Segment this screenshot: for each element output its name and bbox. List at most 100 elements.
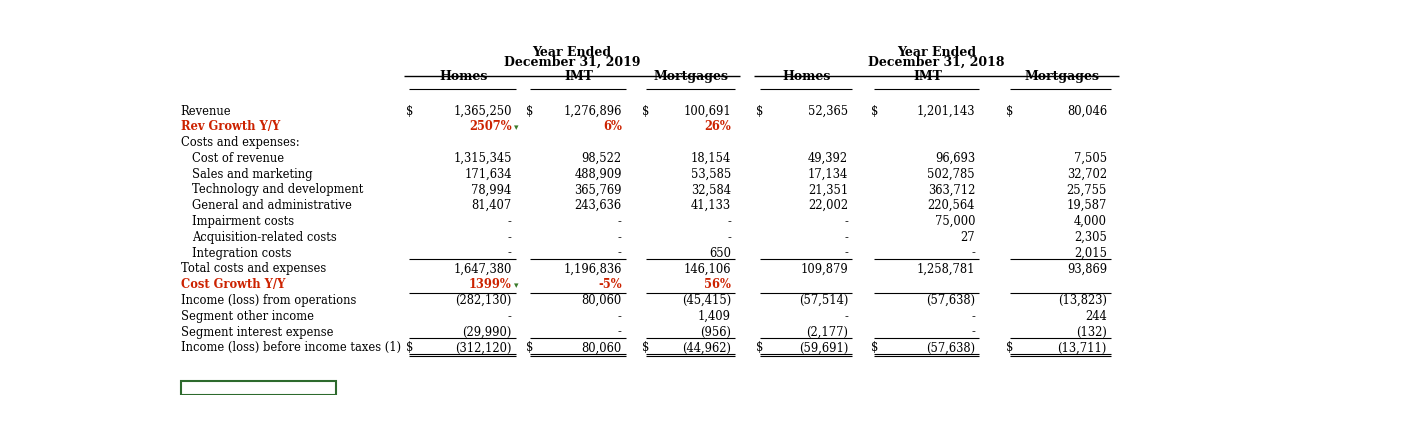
Text: 96,693: 96,693 — [935, 152, 975, 165]
Text: 100,691: 100,691 — [683, 104, 732, 118]
Text: -: - — [618, 325, 621, 338]
Text: -: - — [727, 231, 732, 244]
Text: $: $ — [642, 341, 649, 354]
Text: -: - — [845, 310, 848, 323]
Text: 80,060: 80,060 — [582, 341, 621, 354]
Text: December 31, 2019: December 31, 2019 — [504, 56, 641, 69]
Text: (132): (132) — [1075, 325, 1107, 338]
Text: (956): (956) — [700, 325, 732, 338]
Text: 488,909: 488,909 — [574, 168, 621, 181]
Text: Mortgages: Mortgages — [654, 70, 729, 83]
Text: (57,638): (57,638) — [925, 294, 975, 307]
Text: 56%: 56% — [705, 278, 732, 291]
Text: 650: 650 — [709, 246, 732, 260]
Text: 78,994: 78,994 — [471, 183, 512, 196]
Text: Year Ended: Year Ended — [897, 47, 976, 59]
Text: -: - — [508, 310, 512, 323]
Text: (282,130): (282,130) — [456, 294, 512, 307]
Text: Revenue: Revenue — [181, 104, 232, 118]
Text: 7,505: 7,505 — [1074, 152, 1107, 165]
Text: 19,587: 19,587 — [1067, 199, 1107, 212]
Text: 80,060: 80,060 — [582, 294, 621, 307]
Text: 363,712: 363,712 — [928, 183, 975, 196]
Text: 1,276,896: 1,276,896 — [563, 104, 621, 118]
Text: Rev Growth Y/Y: Rev Growth Y/Y — [181, 120, 280, 133]
Text: Income (loss) before income taxes (1): Income (loss) before income taxes (1) — [181, 341, 400, 354]
Text: December 31, 2018: December 31, 2018 — [869, 56, 1005, 69]
Text: 2,015: 2,015 — [1074, 246, 1107, 260]
Text: -: - — [971, 246, 975, 260]
Text: -: - — [845, 231, 848, 244]
Text: Homes: Homes — [440, 70, 488, 83]
Text: Costs and expenses:: Costs and expenses: — [181, 136, 300, 149]
Text: 109,879: 109,879 — [801, 262, 848, 275]
Text: 365,769: 365,769 — [574, 183, 621, 196]
Text: Impairment costs: Impairment costs — [192, 215, 294, 228]
Text: $: $ — [870, 104, 879, 118]
Text: (57,638): (57,638) — [925, 341, 975, 354]
Text: (13,711): (13,711) — [1057, 341, 1107, 354]
Text: 27: 27 — [961, 231, 975, 244]
Text: 171,634: 171,634 — [464, 168, 512, 181]
Text: 1,196,836: 1,196,836 — [563, 262, 621, 275]
Text: 53,585: 53,585 — [691, 168, 732, 181]
Text: -: - — [618, 246, 621, 260]
Text: 21,351: 21,351 — [808, 183, 848, 196]
Text: -5%: -5% — [599, 278, 621, 291]
Text: ▾: ▾ — [514, 123, 518, 132]
Text: 1,315,345: 1,315,345 — [453, 152, 512, 165]
Text: 1399%: 1399% — [468, 278, 512, 291]
Text: Integration costs: Integration costs — [192, 246, 291, 260]
Text: -: - — [508, 246, 512, 260]
Text: Sales and marketing: Sales and marketing — [192, 168, 313, 181]
Text: (29,990): (29,990) — [463, 325, 512, 338]
Text: 6%: 6% — [603, 120, 621, 133]
Text: 93,869: 93,869 — [1067, 262, 1107, 275]
Text: 32,702: 32,702 — [1067, 168, 1107, 181]
Text: 1,409: 1,409 — [698, 310, 732, 323]
Text: Segment interest expense: Segment interest expense — [181, 325, 334, 338]
Text: $: $ — [1006, 104, 1015, 118]
Text: -: - — [508, 231, 512, 244]
Text: 25,755: 25,755 — [1067, 183, 1107, 196]
Text: (312,120): (312,120) — [456, 341, 512, 354]
Text: 244: 244 — [1085, 310, 1107, 323]
Text: 2507%: 2507% — [468, 120, 512, 133]
Text: 1,201,143: 1,201,143 — [917, 104, 975, 118]
Text: Year Ended: Year Ended — [532, 47, 611, 59]
Text: 81,407: 81,407 — [471, 199, 512, 212]
Text: Segment other income: Segment other income — [181, 310, 314, 323]
Text: $: $ — [870, 341, 879, 354]
Text: $: $ — [406, 104, 413, 118]
Text: -: - — [845, 215, 848, 228]
Text: 220,564: 220,564 — [928, 199, 975, 212]
Text: 26%: 26% — [705, 120, 732, 133]
Text: (44,962): (44,962) — [682, 341, 732, 354]
Text: 1,258,781: 1,258,781 — [917, 262, 975, 275]
Text: Technology and development: Technology and development — [192, 183, 364, 196]
Text: $: $ — [526, 341, 533, 354]
Text: 502,785: 502,785 — [927, 168, 975, 181]
Text: -: - — [508, 215, 512, 228]
Text: IMT: IMT — [565, 70, 593, 83]
Text: 18,154: 18,154 — [691, 152, 732, 165]
Text: 17,134: 17,134 — [808, 168, 848, 181]
Text: 41,133: 41,133 — [691, 199, 732, 212]
Text: $: $ — [526, 104, 533, 118]
Text: -: - — [971, 310, 975, 323]
Text: 1,365,250: 1,365,250 — [453, 104, 512, 118]
Text: IMT: IMT — [914, 70, 942, 83]
Text: -: - — [727, 215, 732, 228]
Text: -: - — [618, 310, 621, 323]
Text: 98,522: 98,522 — [582, 152, 621, 165]
Text: Mortgages: Mortgages — [1024, 70, 1099, 83]
Text: -: - — [618, 215, 621, 228]
Text: Cost Growth Y/Y: Cost Growth Y/Y — [181, 278, 286, 291]
Text: (13,823): (13,823) — [1058, 294, 1107, 307]
Text: 80,046: 80,046 — [1067, 104, 1107, 118]
Text: $: $ — [1006, 341, 1015, 354]
Text: $: $ — [756, 341, 764, 354]
Text: 52,365: 52,365 — [808, 104, 848, 118]
Text: (57,514): (57,514) — [798, 294, 848, 307]
Text: 243,636: 243,636 — [574, 199, 621, 212]
